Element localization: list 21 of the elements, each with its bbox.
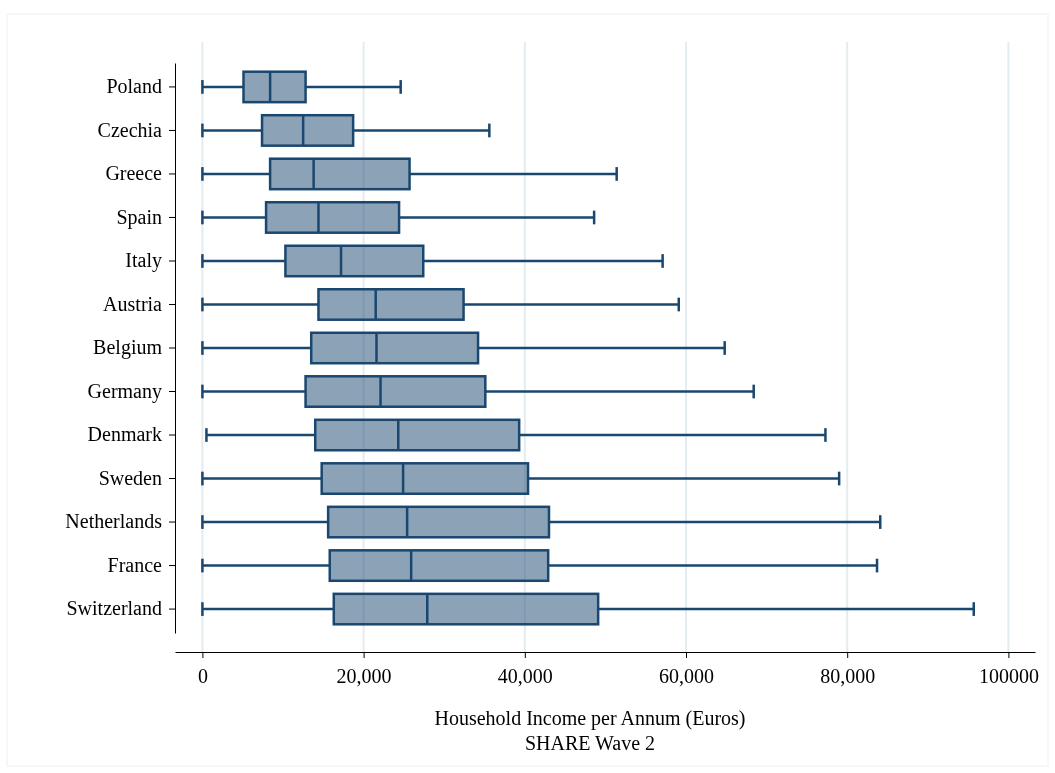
y-tick-label: Austria [103, 292, 163, 315]
y-tick-label: Denmark [87, 423, 162, 446]
y-tick-label: Poland [106, 75, 162, 98]
x-tick-label: 0 [197, 665, 208, 687]
y-tick-label: Czechia [97, 118, 163, 141]
y-tick-label: Greece [105, 162, 163, 185]
y-tick-label: Netherlands [65, 510, 163, 533]
y-tick-label: Germany [87, 379, 162, 403]
y-tick-label: France [107, 553, 163, 576]
x-tick-label: 40,000 [497, 665, 553, 687]
y-tick-label: Belgium [93, 336, 163, 360]
y-tick-label: Italy [125, 249, 162, 273]
y-tick-label: Spain [116, 205, 162, 229]
y-tick-label: Switzerland [66, 597, 162, 620]
x-tick-label: 60,000 [659, 665, 714, 687]
y-tick-label: Sweden [98, 466, 162, 489]
x-tick-label: 80,000 [820, 665, 876, 687]
x-tick-label: 20,000 [336, 665, 392, 687]
x-tick-label: 100000 [978, 665, 1039, 687]
text: SHARE Wave 2 [524, 732, 656, 754]
x-axis-title: Household Income per Annum (Euros) [434, 707, 746, 730]
